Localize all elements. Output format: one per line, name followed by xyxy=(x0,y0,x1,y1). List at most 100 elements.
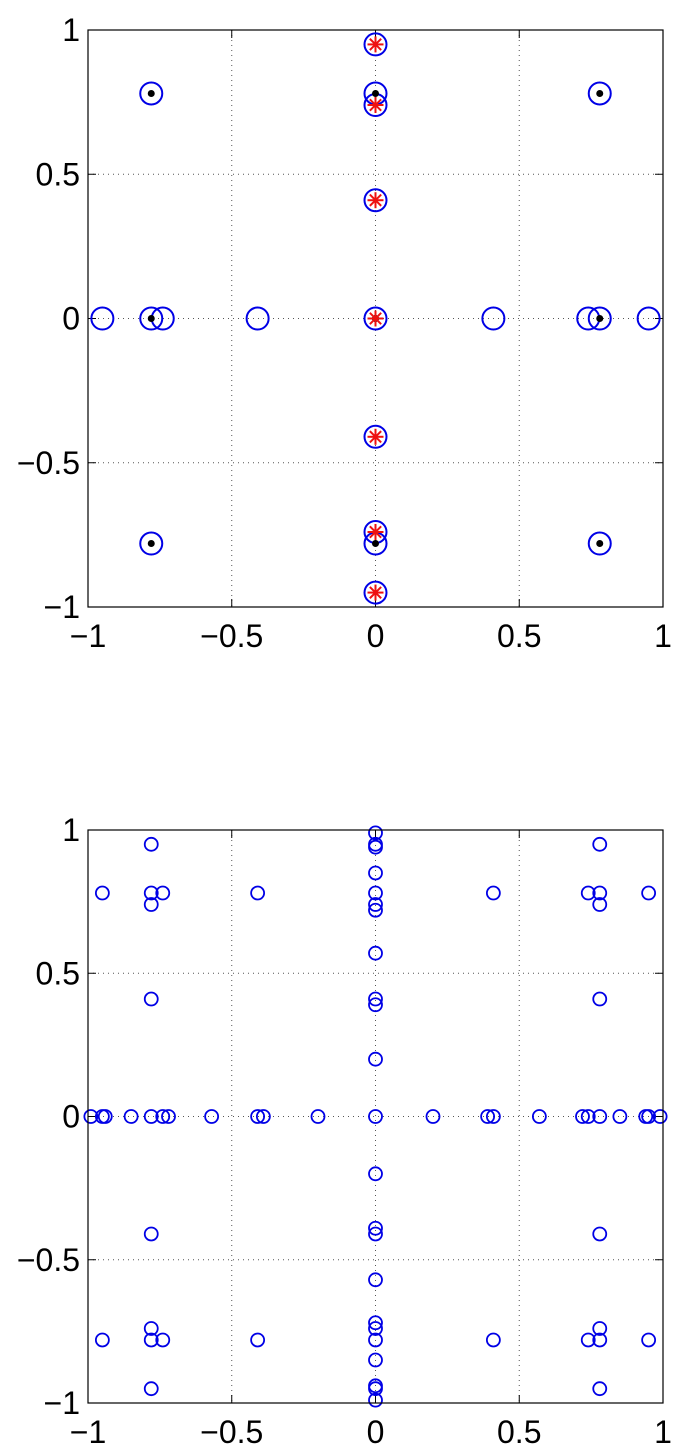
asterisk-stroke xyxy=(369,98,382,112)
data-point-circle xyxy=(363,306,388,331)
data-point-circle xyxy=(485,1109,501,1124)
data-point-dot xyxy=(147,315,155,322)
data-point-circle xyxy=(368,1381,383,1397)
data-marks xyxy=(83,825,668,1408)
data-point-circle xyxy=(587,531,612,556)
x-tick-label: −1 xyxy=(70,1414,106,1450)
y-tick-label: 0.5 xyxy=(36,955,80,991)
data-point-circle xyxy=(531,1109,547,1124)
asterisk-stroke xyxy=(369,430,382,444)
data-point-circle xyxy=(143,991,159,1007)
grid-lines xyxy=(88,30,663,607)
data-point-circle xyxy=(123,1109,139,1124)
axes-frame xyxy=(87,829,664,1404)
data-point-circle xyxy=(368,1109,383,1124)
data-point-circle xyxy=(250,1332,266,1348)
data-point-asterisk xyxy=(367,36,384,53)
data-point-asterisk xyxy=(367,192,384,209)
data-point-circle xyxy=(363,424,388,449)
data-point-circle xyxy=(587,306,612,331)
x-tick-label: 1 xyxy=(654,618,672,654)
data-point-dot xyxy=(372,89,379,97)
data-point-circle xyxy=(592,836,608,852)
data-point-circle xyxy=(592,1381,608,1397)
x-tick-label: −0.5 xyxy=(200,618,263,654)
data-point-circle xyxy=(94,1332,110,1348)
data-point-circle xyxy=(592,885,608,901)
data-point-circle xyxy=(368,1272,383,1288)
data-point-asterisk xyxy=(367,428,384,445)
grid-lines xyxy=(88,830,663,1403)
data-point-circle xyxy=(652,1109,668,1124)
data-point-circle xyxy=(155,885,171,901)
data-point-circle xyxy=(363,580,388,605)
data-point-circle xyxy=(310,1109,326,1124)
data-point-dot xyxy=(147,89,155,97)
data-point-dot xyxy=(596,540,604,548)
data-point-circle xyxy=(368,902,383,918)
asterisk-stroke xyxy=(369,586,382,599)
data-marks xyxy=(90,32,661,605)
data-point-asterisk xyxy=(367,310,384,327)
data-point-circle xyxy=(368,1321,383,1336)
x-tick-label: 0 xyxy=(367,1414,385,1450)
data-point-circle xyxy=(587,81,612,106)
data-point-circle xyxy=(368,1352,383,1368)
data-point-circle xyxy=(161,1109,176,1124)
data-point-circle xyxy=(363,188,388,213)
data-point-circle xyxy=(139,306,164,331)
data-point-circle xyxy=(368,897,383,912)
data-point-circle xyxy=(592,1321,608,1336)
data-point-dot xyxy=(147,540,155,548)
data-point-circle xyxy=(592,1109,608,1124)
data-point-circle xyxy=(368,1166,383,1182)
data-point-circle xyxy=(368,1051,383,1067)
data-point-dot xyxy=(596,89,604,97)
top-scatter-plot: −1 −0.5 0 0.5 1 −1 −0.5 0 0.5 1 xyxy=(17,12,672,654)
data-point-circle xyxy=(155,1332,171,1348)
asterisk-stroke xyxy=(369,312,382,325)
asterisk-stroke xyxy=(369,38,382,51)
data-point-circle xyxy=(368,1332,383,1348)
data-point-circle xyxy=(363,32,388,57)
data-point-circle xyxy=(425,1109,441,1124)
data-point-circle xyxy=(485,885,501,901)
data-point-asterisk xyxy=(367,584,384,601)
data-point-circle xyxy=(155,1109,171,1124)
y-tick-label: 0 xyxy=(62,1099,80,1135)
x-tick-label: −0.5 xyxy=(200,1414,263,1450)
data-point-circle xyxy=(255,1109,271,1124)
data-point-circle xyxy=(636,306,661,331)
data-point-circle xyxy=(143,885,159,901)
data-point-circle xyxy=(139,81,164,106)
data-point-circle xyxy=(641,1109,657,1124)
asterisk-stroke xyxy=(369,193,382,207)
data-point-circle xyxy=(368,1392,383,1408)
data-point-circle xyxy=(143,1381,159,1397)
data-point-circle xyxy=(83,1109,99,1124)
data-point-circle xyxy=(612,1109,628,1124)
data-point-dot xyxy=(372,540,379,548)
data-point-asterisk xyxy=(367,523,384,540)
data-point-circle xyxy=(368,885,383,901)
y-tick-label: 1 xyxy=(62,12,80,48)
data-point-circle xyxy=(143,897,159,912)
data-point-circle xyxy=(97,1109,113,1124)
asterisk-stroke xyxy=(369,525,382,539)
y-tick-label: −1 xyxy=(44,589,80,625)
data-point-circle xyxy=(641,1332,657,1348)
data-point-circle xyxy=(580,1109,596,1124)
data-point-circle xyxy=(580,885,596,901)
data-point-circle xyxy=(481,306,506,331)
axes-frame xyxy=(87,29,664,608)
y-tick-label: −0.5 xyxy=(17,1242,80,1278)
data-point-circle xyxy=(143,836,159,852)
data-point-circle xyxy=(592,897,608,912)
data-point-circle xyxy=(368,825,383,841)
data-point-dot xyxy=(596,315,604,322)
y-tick-label: 0 xyxy=(62,301,80,337)
y-tick-label: 1 xyxy=(62,812,80,848)
x-tick-label: 0.5 xyxy=(497,618,541,654)
data-point-circle xyxy=(368,997,383,1013)
data-point-circle xyxy=(250,885,266,901)
